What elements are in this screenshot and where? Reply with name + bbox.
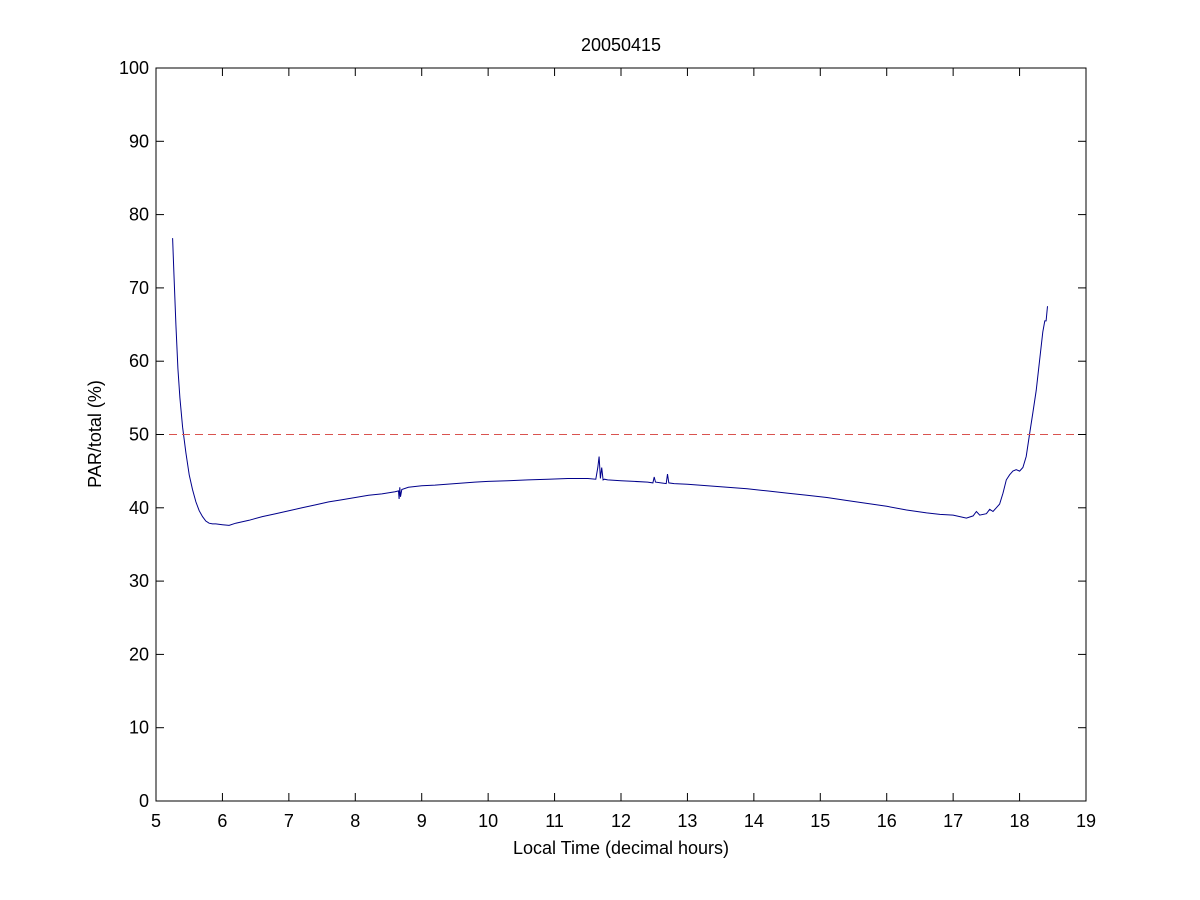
y-tick-label: 60 [129, 351, 149, 371]
x-tick-label: 9 [417, 811, 427, 831]
y-tick-label: 20 [129, 644, 149, 664]
y-tick-label: 10 [129, 718, 149, 738]
y-tick-label: 80 [129, 205, 149, 225]
y-tick-label: 0 [139, 791, 149, 811]
x-tick-label: 17 [943, 811, 963, 831]
x-tick-label: 14 [744, 811, 764, 831]
x-tick-label: 13 [677, 811, 697, 831]
y-tick-label: 70 [129, 278, 149, 298]
plot-area [156, 68, 1086, 801]
x-tick-label: 15 [810, 811, 830, 831]
x-axis-title: Local Time (decimal hours) [513, 838, 729, 858]
x-tick-label: 16 [877, 811, 897, 831]
y-tick-label: 30 [129, 571, 149, 591]
x-tick-label: 10 [478, 811, 498, 831]
y-tick-label: 90 [129, 131, 149, 151]
x-tick-label: 11 [545, 811, 564, 831]
x-tick-label: 12 [611, 811, 631, 831]
x-tick-label: 6 [217, 811, 227, 831]
y-tick-label: 100 [119, 58, 149, 78]
x-tick-label: 19 [1076, 811, 1096, 831]
x-tick-label: 7 [284, 811, 294, 831]
y-axis-title: PAR/total (%) [85, 380, 105, 488]
x-tick-label: 5 [151, 811, 161, 831]
chart-title: 20050415 [581, 35, 661, 55]
axis-ticks: 5 6 7 8 9 10 11 12 13 14 15 16 17 18 19 0 10 20 30 40 50 60 70… [119, 58, 1096, 831]
y-tick-label: 50 [129, 425, 149, 445]
x-tick-label: 18 [1010, 811, 1030, 831]
series-line [172, 238, 1048, 526]
y-tick-label: 40 [129, 498, 149, 518]
x-tick-label: 8 [350, 811, 360, 831]
chart-marks [156, 238, 1086, 526]
